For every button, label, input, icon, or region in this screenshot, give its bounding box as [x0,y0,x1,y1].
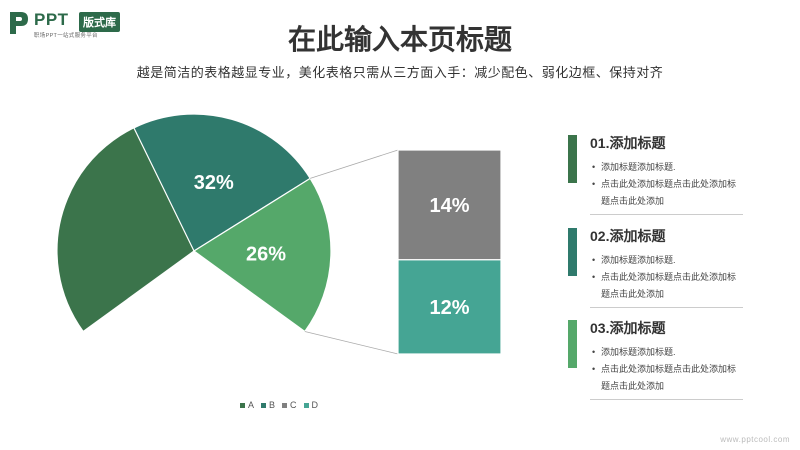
watermark: www.pptcool.com [720,435,790,444]
info-panel-3: 03.添加标题添加标题添加标题.点击此处添加标题点击此处添加标题点击此处添加 [568,320,743,402]
legend-label: C [290,400,297,410]
legend-swatch [303,402,309,408]
bar-segment-label-1: 14% [429,195,469,217]
connector-line-bottom [304,331,399,355]
legend-label: D [311,400,319,410]
panel-bullet-list: 添加标题添加标题.点击此处添加标题点击此处添加标题点击此处添加 [592,344,744,395]
bar-segment-label-2: 12% [429,297,469,319]
logo-text: PPT [34,10,69,29]
brand-logo: PPT 版式库 职场PPT一站式服务平台 [8,8,128,40]
pie-slice-2 [133,113,312,252]
page-title: 在此输入本页标题 [287,24,512,55]
panel-accent-bar [568,228,577,276]
legend-swatch [261,402,267,408]
chart-legend: A B C D [240,400,318,410]
panel-bullet-item: 添加标题添加标题. [592,252,744,269]
legend-label: B [269,400,276,410]
panel-title: 03.添加标题 [590,320,666,336]
legend-swatch [282,402,288,408]
panel-bullet-item: 点击此处添加标题点击此处添加标题点击此处添加 [592,269,744,303]
bar-segment-1 [397,149,502,261]
pie-slice-3 [192,177,332,333]
legend-item-c: C [282,400,297,410]
bar-segment-2 [397,259,502,355]
panel-divider [590,399,743,400]
panel-bullet-item: 添加标题添加标题. [592,344,744,361]
panel-accent-bar [568,320,577,368]
pie-slice-label-2: 32% [194,172,234,194]
logo-tag: 版式库 [79,12,120,32]
panel-bullet-list: 添加标题添加标题.点击此处添加标题点击此处添加标题点击此处添加 [592,159,744,210]
legend-swatch [240,402,245,408]
panel-bullet-item: 添加标题添加标题. [592,159,744,176]
connector-line-top [310,149,399,179]
panel-accent-bar [568,135,577,183]
panel-divider [590,307,743,308]
info-panel-1: 01.添加标题添加标题添加标题.点击此处添加标题点击此处添加标题点击此处添加 [568,135,743,217]
panel-title: 02.添加标题 [590,228,666,244]
legend-label: A [248,400,255,410]
logo-p-icon [10,12,28,34]
info-panel-2: 02.添加标题添加标题添加标题.点击此处添加标题点击此处添加标题点击此处添加 [568,228,743,310]
pie-slice-label-3: 26% [246,244,286,266]
logo-subtitle: 职场PPT一站式服务平台 [34,33,98,39]
panel-bullet-item: 点击此处添加标题点击此处添加标题点击此处添加 [592,176,744,210]
panel-divider [590,214,743,215]
panel-bullet-item: 点击此处添加标题点击此处添加标题点击此处添加 [592,361,744,395]
legend-item-b: B [261,400,275,410]
panel-bullet-list: 添加标题添加标题.点击此处添加标题点击此处添加标题点击此处添加 [592,252,744,303]
legend-item-a: A [240,400,254,410]
legend-item-d: D [303,400,319,410]
page-subtitle: 越是简洁的表格越显专业，美化表格只需从三方面入手：减少配色、弱化边框、保持对齐 [136,65,664,80]
panel-title: 01.添加标题 [590,135,666,151]
